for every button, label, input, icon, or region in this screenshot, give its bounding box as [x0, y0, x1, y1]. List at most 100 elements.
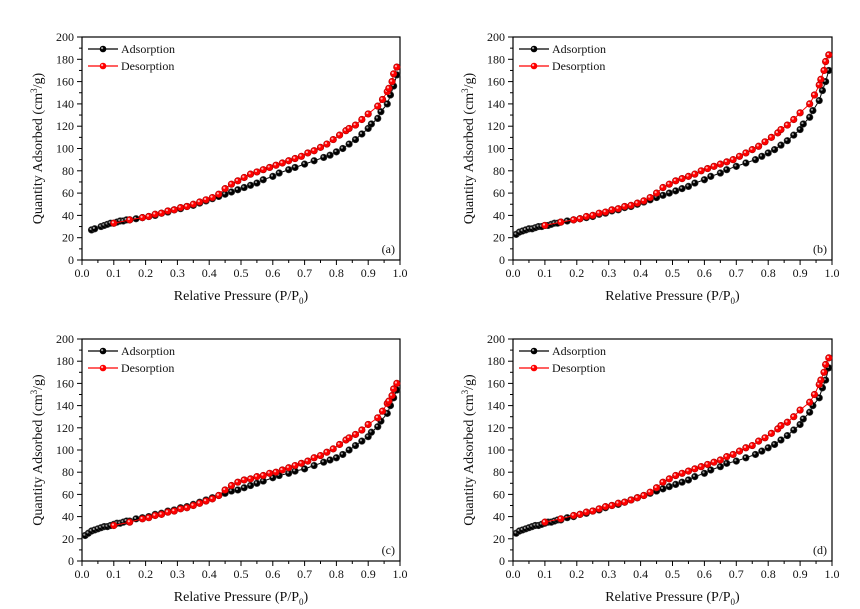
data-point-highlight [597, 211, 600, 214]
data-point-highlight [692, 181, 696, 184]
data-point [388, 77, 396, 86]
data-point-highlight [248, 483, 251, 486]
data-point [684, 182, 693, 191]
data-point-highlight [724, 167, 727, 170]
y-tick-label: 40 [62, 208, 74, 222]
series-desorption [541, 51, 833, 230]
data-point-highlight [293, 463, 296, 466]
data-point [234, 486, 242, 494]
data-point [320, 153, 328, 162]
data-point-highlight [571, 513, 574, 516]
data-point [614, 499, 622, 507]
data-point-highlight [680, 186, 683, 189]
y-tick-label: 100 [487, 443, 505, 457]
data-point [227, 481, 236, 490]
data-point-highlight [343, 438, 347, 441]
data-point [316, 451, 325, 460]
data-point [761, 138, 769, 146]
data-point [646, 193, 654, 202]
data-point [301, 160, 309, 168]
data-point-highlight [140, 215, 143, 218]
data-point-highlight [111, 523, 114, 526]
data-point-highlight [667, 191, 670, 194]
data-point-highlight [769, 135, 772, 138]
series-line [91, 74, 398, 231]
x-tick-label: 1.0 [825, 266, 840, 280]
data-point-highlight [254, 169, 258, 173]
data-point-highlight [394, 65, 398, 68]
data-point [755, 142, 763, 150]
data-point [652, 189, 661, 197]
data-point [164, 508, 172, 516]
data-point-highlight [340, 146, 343, 149]
data-point [358, 115, 366, 124]
y-tick-label: 120 [56, 119, 74, 133]
data-point [345, 124, 353, 133]
x-tick-label: 0.3 [601, 266, 616, 280]
data-point-highlight [590, 213, 593, 216]
data-point-highlight [705, 166, 708, 169]
data-point [202, 497, 210, 505]
data-point-highlight [134, 516, 137, 520]
legend: Adsorption Desorption [519, 42, 606, 73]
data-point [729, 156, 737, 164]
data-point [110, 521, 118, 530]
y-tick-label: 100 [56, 443, 74, 457]
data-point-highlight [673, 178, 676, 182]
data-point-highlight [702, 177, 705, 180]
x-axis-label-main: Relative Pressure (P/P [174, 289, 299, 304]
data-point [278, 159, 286, 167]
x-axis-label-main: Relative Pressure (P/P [605, 590, 730, 605]
data-point [783, 137, 791, 145]
data-point [183, 504, 191, 512]
data-point [541, 221, 549, 230]
x-tick-label: 1.0 [825, 567, 840, 581]
x-axis: 0.0 0.1 0.2 0.3 0.4 0.5 0.6 0.7 0.8 0.9 1.0 [75, 561, 408, 581]
data-point [589, 507, 597, 515]
x-tick-label: 0.1 [106, 567, 121, 581]
data-point [751, 450, 760, 459]
data-point [777, 436, 785, 444]
data-point [678, 175, 686, 183]
data-point [601, 208, 610, 216]
x-tick-label: 0.1 [106, 266, 121, 280]
y-axis-label: Quantity Adsorbed (cm3/g) [460, 72, 477, 224]
y-axis-label-end: /g) [462, 72, 477, 88]
data-point-highlight [229, 189, 232, 193]
data-point [777, 141, 785, 149]
data-point-highlight [648, 490, 651, 493]
data-point [189, 501, 197, 510]
data-point-highlight [603, 504, 606, 507]
data-point-highlight [248, 476, 251, 480]
data-point-highlight [718, 162, 721, 165]
data-point-highlight [820, 88, 823, 91]
x-tick-label: 0.7 [297, 266, 312, 280]
y-axis-label-end: /g) [31, 72, 46, 88]
data-point-highlight [798, 408, 801, 411]
data-point [335, 440, 344, 449]
data-point-highlight [785, 433, 788, 436]
series-line [113, 66, 398, 224]
data-point [723, 453, 731, 461]
y-tick-label: 120 [487, 119, 505, 133]
data-point-highlight [801, 121, 804, 125]
y-axis: 0 20 40 60 80 100 120 140 160 180 200 [56, 30, 82, 267]
data-point [684, 476, 693, 484]
data-point [732, 457, 740, 465]
data-point [390, 70, 398, 78]
data-point-highlight [791, 117, 794, 120]
data-point-highlight [299, 154, 302, 157]
data-point-highlight [353, 123, 356, 126]
data-point-highlight [778, 143, 782, 146]
data-point [285, 166, 293, 174]
data-point [790, 426, 798, 434]
x-tick-label: 0.0 [75, 266, 90, 280]
data-point [196, 198, 204, 206]
data-point [627, 496, 635, 504]
data-point-highlight [347, 126, 350, 129]
data-point [576, 215, 584, 223]
data-point-highlight [229, 489, 232, 492]
data-point-highlight [235, 480, 239, 483]
y-tick-label: 200 [487, 30, 505, 44]
data-point [678, 469, 686, 477]
